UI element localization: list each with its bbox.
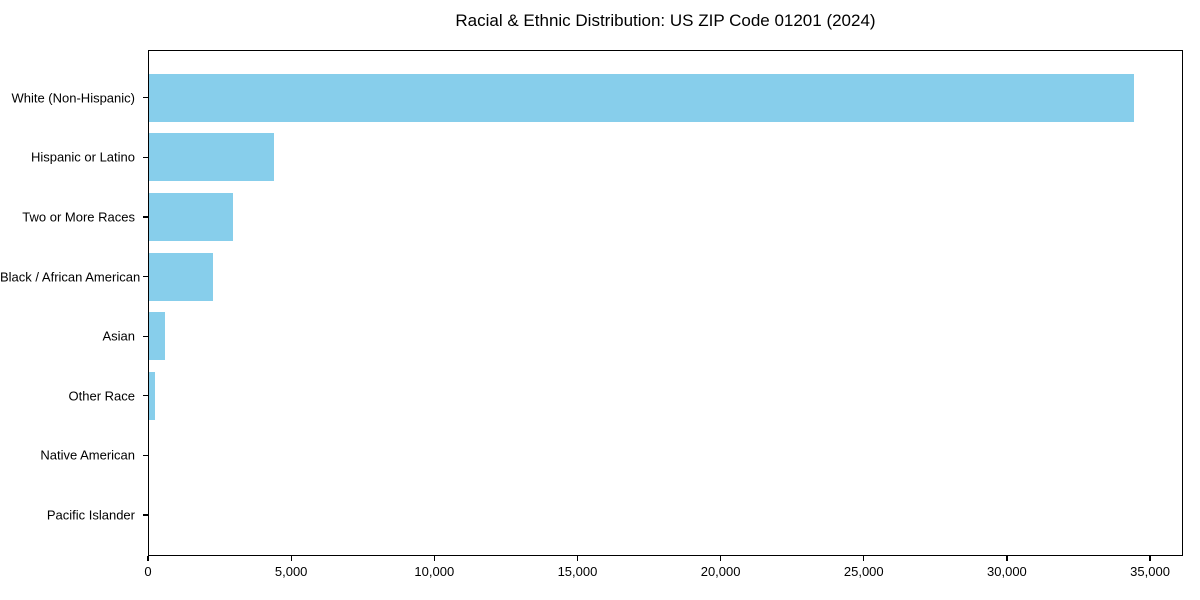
xtick-mark-30000 <box>1006 556 1008 561</box>
xtick-mark-10000 <box>433 556 435 561</box>
xtick-label-20000: 20,000 <box>700 564 741 579</box>
bar-black-african-american <box>148 252 213 301</box>
xtick-mark-35000 <box>1149 556 1151 561</box>
ytick-mark-hispanic-or-latino <box>143 156 148 158</box>
xtick-label-30000: 30,000 <box>987 564 1027 579</box>
xtick-label-15000: 15,000 <box>557 564 598 579</box>
bar-hispanic-or-latino <box>148 133 274 182</box>
bar-white-non-hispanic <box>148 73 1135 122</box>
xtick-mark-0 <box>147 556 149 561</box>
ytick-label-native-american: Native American <box>40 447 135 463</box>
xtick-mark-15000 <box>576 556 579 561</box>
ytick-label-white-non-hispanic: White (Non-Hispanic) <box>11 90 135 106</box>
ytick-label-two-or-more-races: Two or More Races <box>22 209 135 225</box>
ytick-mark-two-or-more-races <box>143 216 148 218</box>
xtick-label-0: 0 <box>144 564 152 579</box>
ytick-mark-native-american <box>143 454 148 457</box>
plot-area <box>148 50 1183 556</box>
chart-title: Racial & Ethnic Distribution: US ZIP Cod… <box>455 11 876 30</box>
xtick-label-35000: 35,000 <box>1130 564 1170 579</box>
ytick-mark-black-african-american <box>143 275 148 278</box>
ytick-mark-asian <box>143 335 148 337</box>
xtick-mark-5000 <box>290 556 292 561</box>
ytick-mark-other-race <box>143 395 148 397</box>
xtick-mark-20000 <box>719 556 722 561</box>
bar-two-or-more-races <box>148 192 233 241</box>
xtick-label-25000: 25,000 <box>843 564 884 579</box>
ytick-label-other-race: Other Race <box>68 388 135 404</box>
bar-other-race <box>148 371 156 420</box>
ytick-label-pacific-islander: Pacific Islander <box>46 507 135 523</box>
xtick-mark-25000 <box>863 556 865 561</box>
xtick-label-5000: 5,000 <box>274 564 308 579</box>
ytick-label-asian: Asian <box>102 328 135 344</box>
bar-asian <box>148 312 165 361</box>
ytick-label-black-african-american: Black / African American <box>0 269 141 285</box>
xtick-label-10000: 10,000 <box>414 564 455 579</box>
ytick-label-hispanic-or-latino: Hispanic or Latino <box>30 149 135 165</box>
ytick-mark-pacific-islander <box>143 514 148 516</box>
ytick-mark-white-non-hispanic <box>143 97 148 99</box>
